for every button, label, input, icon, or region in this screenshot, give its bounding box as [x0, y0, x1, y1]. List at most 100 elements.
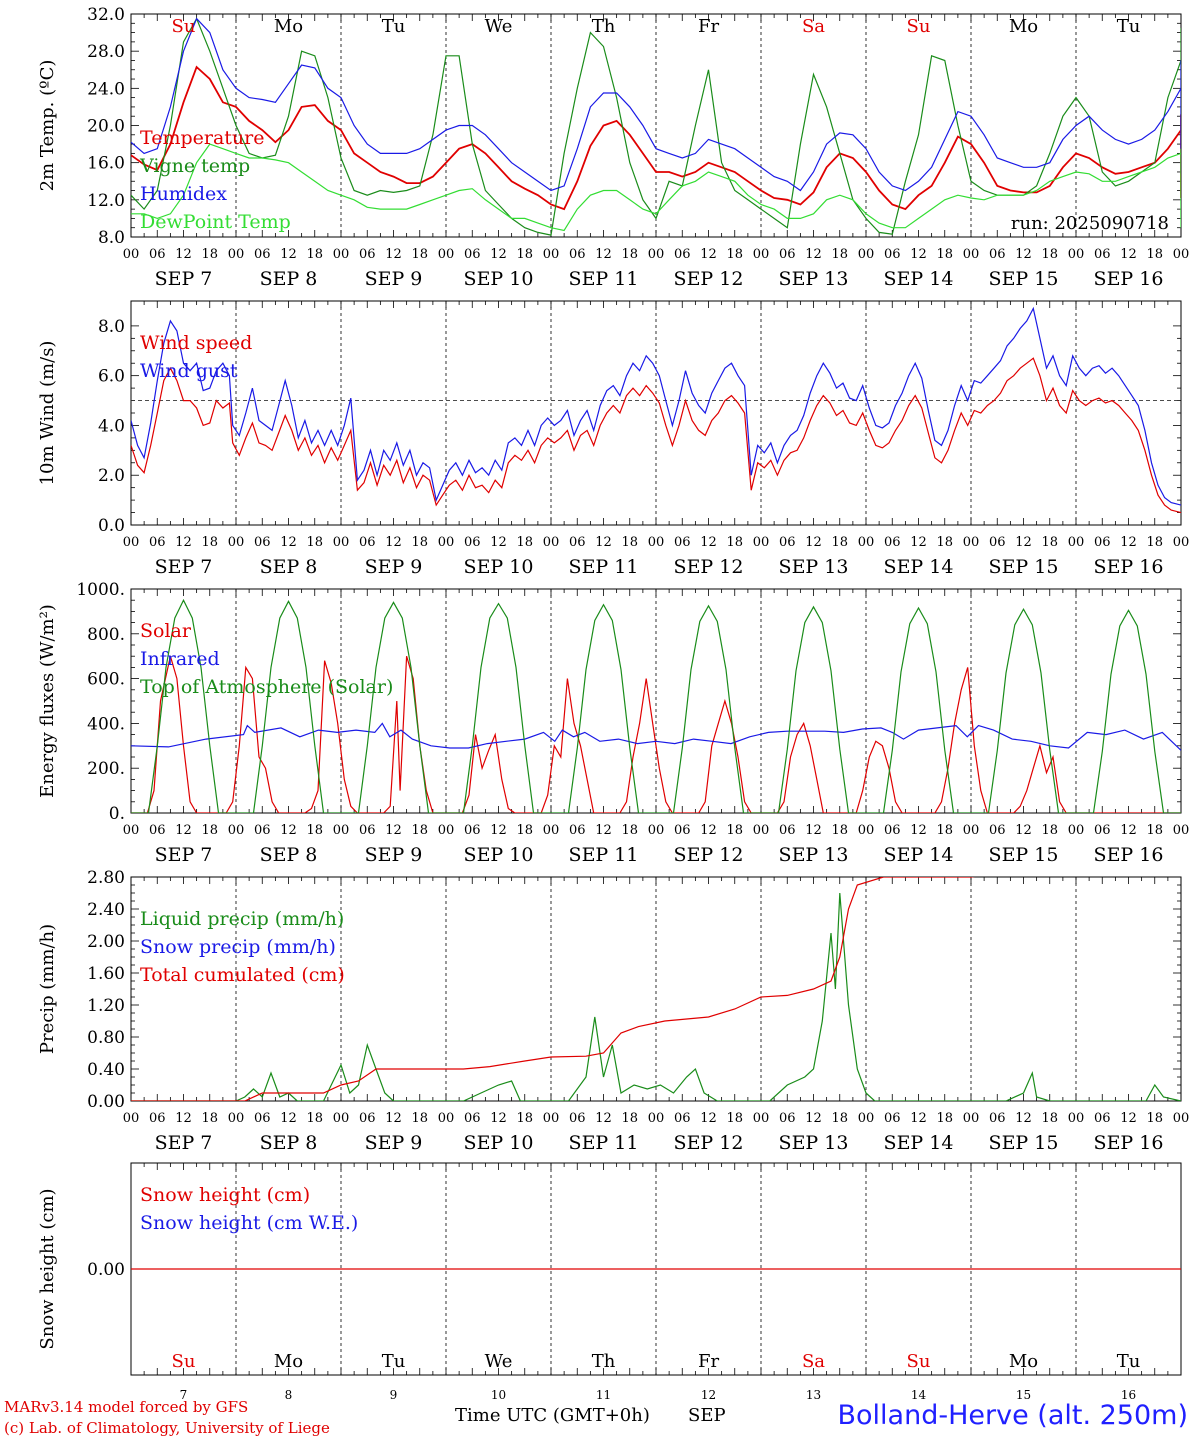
wind-hour-label: 06 [254, 535, 271, 550]
temperature-hour-label: 00 [438, 247, 455, 262]
energy-hour-label: 06 [569, 823, 586, 838]
wind-hour-label: 06 [989, 535, 1006, 550]
temperature-day-label: SEP 12 [674, 268, 744, 290]
temperature-ytick-label: 20.0 [87, 117, 125, 137]
precip-day-label: SEP 13 [779, 1132, 849, 1154]
temperature-legend-3: DewPoint Temp [140, 211, 291, 233]
energy-day-label: SEP 9 [365, 844, 423, 866]
energy-legend-1: Infrared [140, 648, 220, 670]
temperature-hour-label: 12 [910, 247, 927, 262]
temperature-hour-label: 18 [201, 247, 218, 262]
precip-hour-label: 00 [123, 1111, 140, 1126]
energy-series-0-line [131, 656, 1181, 813]
weekday-label-bottom: We [485, 1351, 513, 1372]
energy-hour-label: 12 [280, 823, 297, 838]
temperature-hour-label: 18 [621, 247, 638, 262]
wind-day-label: SEP 10 [464, 556, 534, 578]
precip-day-label: SEP 7 [155, 1132, 213, 1154]
wind-hour-label: 18 [411, 535, 428, 550]
temperature-hour-label: 12 [700, 247, 717, 262]
wind-hour-label: 00 [753, 535, 770, 550]
temperature-hour-label: 06 [674, 247, 691, 262]
temperature-hour-label: 00 [123, 247, 140, 262]
temperature-ytick-label: 8.0 [98, 228, 125, 248]
weekday-label-bottom: Tu [1117, 1351, 1141, 1372]
energy-hour-label: 18 [201, 823, 218, 838]
wind-hour-label: 00 [333, 535, 350, 550]
temperature-legend-0: Temperature [140, 127, 264, 149]
energy-series-2-line [131, 598, 1181, 813]
wind-hour-label: 12 [910, 535, 927, 550]
precip-hour-label: 12 [700, 1111, 717, 1126]
day-number-label: 14 [911, 1388, 927, 1402]
precip-hour-label: 18 [936, 1111, 953, 1126]
weekday-label-bottom: Mo [274, 1351, 303, 1372]
precip-hour-label: 12 [805, 1111, 822, 1126]
temperature-hour-label: 06 [1094, 247, 1111, 262]
wind-hour-label: 00 [1068, 535, 1085, 550]
temperature-hour-label: 00 [963, 247, 980, 262]
precip-hour-label: 12 [1120, 1111, 1137, 1126]
precip-hour-label: 12 [385, 1111, 402, 1126]
energy-hour-label: 00 [648, 823, 665, 838]
weekday-label-top: Fr [698, 16, 719, 37]
energy-hour-label: 06 [1094, 823, 1111, 838]
wind-hour-label: 12 [700, 535, 717, 550]
energy-series-1-line [131, 722, 1181, 751]
precip-hour-label: 06 [989, 1111, 1006, 1126]
wind-ytick-label: 8.0 [98, 317, 125, 337]
wind-day-label: SEP 8 [260, 556, 318, 578]
precip-hour-label: 00 [333, 1111, 350, 1126]
wind-hour-label: 06 [149, 535, 166, 550]
weekday-label-top: Th [592, 16, 616, 37]
wind-hour-label: 00 [228, 535, 245, 550]
temperature-hour-label: 18 [936, 247, 953, 262]
weekday-label-bottom: Su [907, 1351, 931, 1372]
weekday-label-top: Sa [802, 16, 825, 37]
temperature-hour-label: 12 [175, 247, 192, 262]
energy-hour-label: 00 [753, 823, 770, 838]
energy-hour-label: 12 [805, 823, 822, 838]
temperature-hour-label: 12 [490, 247, 507, 262]
precip-hour-label: 06 [884, 1111, 901, 1126]
energy-ytick-label: 400. [87, 714, 125, 734]
precip-hour-label: 12 [1015, 1111, 1032, 1126]
wind-hour-label: 12 [490, 535, 507, 550]
energy-hour-label: 00 [1173, 823, 1190, 838]
weekday-label-top: Tu [1117, 16, 1141, 37]
precip-series-2-line [131, 877, 975, 1101]
energy-hour-label: 12 [385, 823, 402, 838]
energy-legend-2: Top of Atmosphere (Solar) [140, 676, 393, 698]
wind-series-0-line [131, 357, 1181, 514]
wind-hour-label: 06 [464, 535, 481, 550]
energy-hour-label: 06 [884, 823, 901, 838]
precip-hour-label: 12 [910, 1111, 927, 1126]
precip-ytick-label: 0.80 [87, 1028, 125, 1048]
wind-hour-label: 12 [280, 535, 297, 550]
precip-hour-label: 18 [831, 1111, 848, 1126]
temperature-hour-label: 18 [1041, 247, 1058, 262]
energy-hour-label: 06 [464, 823, 481, 838]
temperature-hour-label: 06 [989, 247, 1006, 262]
wind-hour-label: 06 [674, 535, 691, 550]
temperature-hour-label: 06 [359, 247, 376, 262]
precip-legend-2: Total cumulated (cm) [140, 964, 345, 986]
wind-hour-label: 00 [438, 535, 455, 550]
precip-day-label: SEP 8 [260, 1132, 318, 1154]
precip-hour-label: 12 [595, 1111, 612, 1126]
model-credit-line1: MARv3.14 model forced by GFS [4, 1398, 249, 1416]
energy-ytick-label: 200. [87, 759, 125, 779]
temperature-hour-label: 00 [228, 247, 245, 262]
precip-hour-label: 06 [779, 1111, 796, 1126]
temperature-hour-label: 18 [726, 247, 743, 262]
wind-day-label: SEP 13 [779, 556, 849, 578]
day-number-label: 10 [491, 1388, 506, 1402]
energy-hour-label: 18 [516, 823, 533, 838]
wind-hour-label: 18 [1146, 535, 1163, 550]
weekday-label-top: Tu [382, 16, 406, 37]
temperature-day-label: SEP 8 [260, 268, 318, 290]
temperature-hour-label: 18 [516, 247, 533, 262]
precip-hour-label: 00 [438, 1111, 455, 1126]
energy-hour-label: 18 [936, 823, 953, 838]
energy-hour-label: 00 [543, 823, 560, 838]
